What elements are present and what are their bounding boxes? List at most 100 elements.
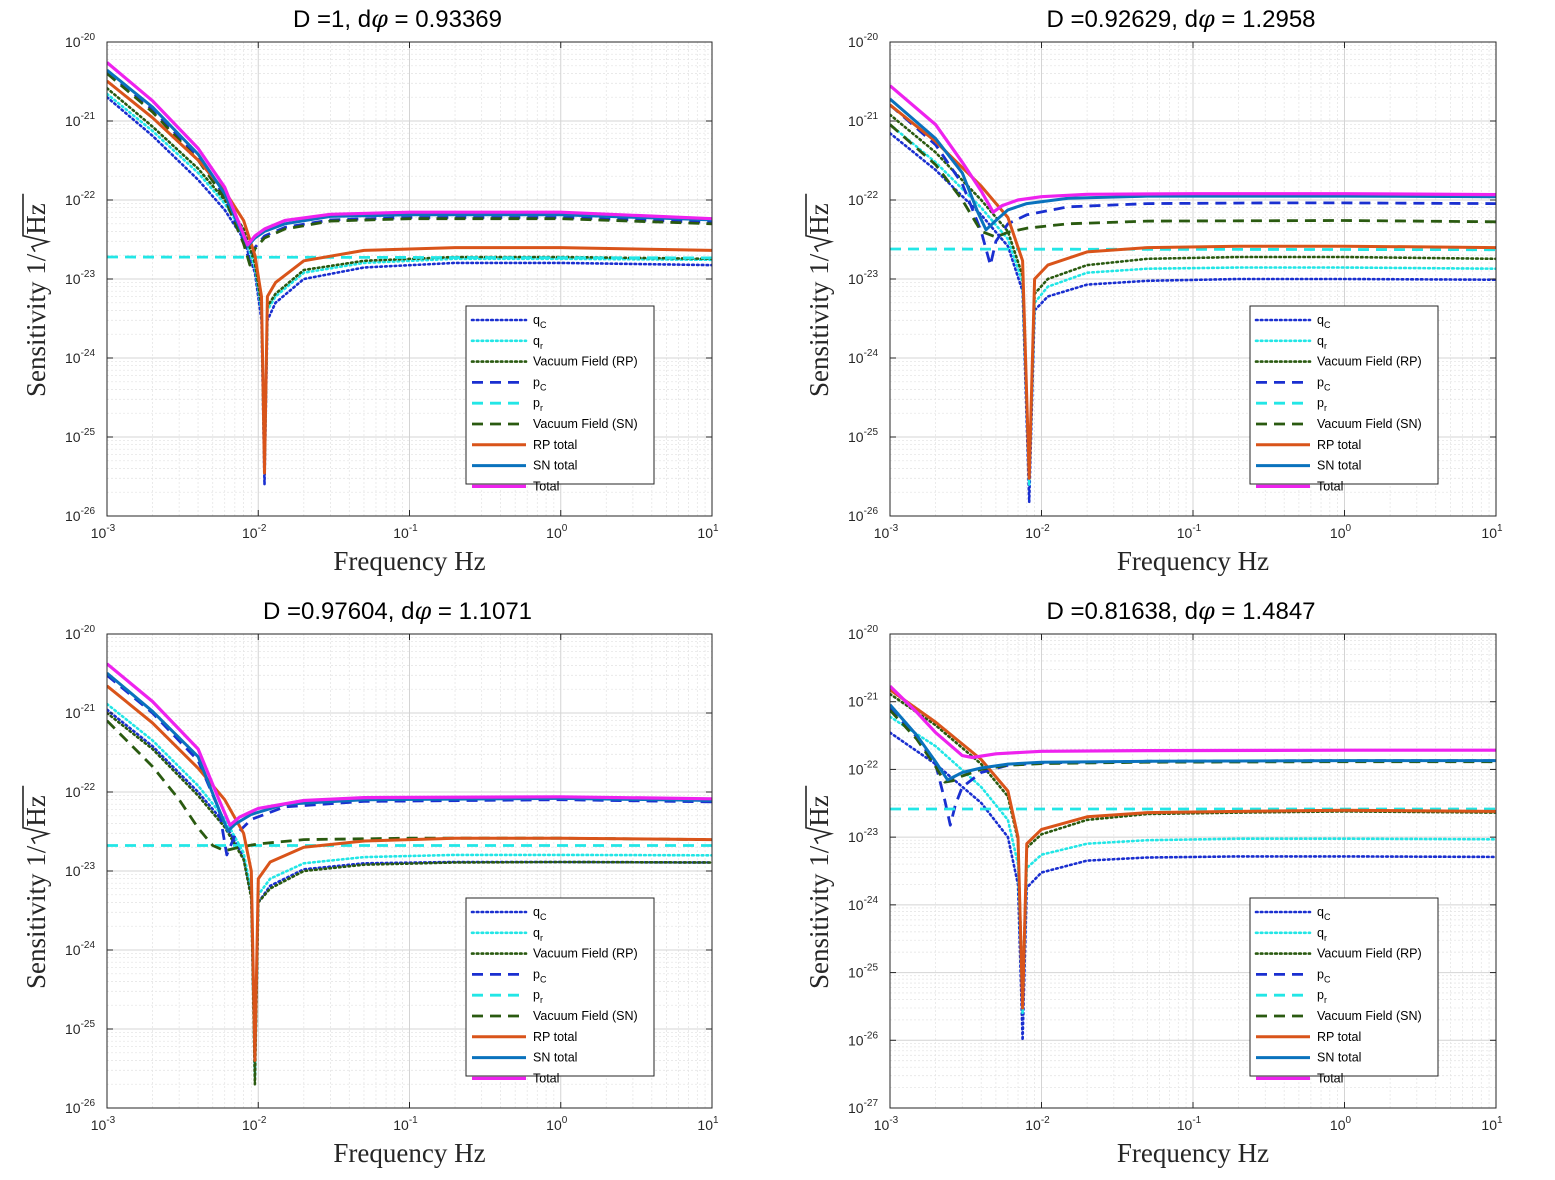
tick-exponent: -3 (106, 523, 115, 534)
legend-entry: SN total (1317, 459, 1361, 473)
sqrt-radical-icon (22, 193, 52, 253)
legend-label: SN total (533, 459, 577, 473)
chart-title: D =0.97604, dφ = 1.1071 (263, 597, 532, 625)
tick-base: 10 (546, 525, 562, 541)
tick-base: 10 (1330, 525, 1346, 541)
y-tick-label: 10-25 (848, 427, 878, 445)
legend-label: p (533, 396, 540, 410)
legend-entry: Vacuum Field (RP) (1317, 947, 1422, 961)
tick-base: 10 (65, 192, 81, 208)
y-tick-label: 10-26 (848, 1030, 878, 1048)
legend-entry: pr (533, 988, 543, 1005)
series-group (890, 684, 1496, 1042)
y-tick-label: 10-21 (848, 692, 878, 710)
x-tick-label: 10-1 (1177, 523, 1202, 541)
legend-entry: Vacuum Field (SN) (533, 1009, 638, 1023)
tick-base: 10 (393, 1117, 409, 1133)
tick-base: 10 (65, 350, 81, 366)
legend-label: Vacuum Field (RP) (533, 355, 638, 369)
tick-base: 10 (65, 784, 81, 800)
tick-exponent: -1 (1192, 1115, 1201, 1126)
x-tick-label: 100 (546, 1115, 568, 1133)
legend-entry: SN total (533, 1051, 577, 1065)
legend-entry: Vacuum Field (SN) (1317, 417, 1422, 431)
x-tick-label: 10-3 (874, 523, 899, 541)
tick-exponent: -3 (889, 1115, 898, 1126)
tick-exponent: -24 (864, 895, 879, 906)
tick-exponent: -26 (81, 1098, 96, 1109)
tick-exponent: 0 (1346, 1115, 1352, 1126)
legend-label-subscript: C (540, 320, 547, 330)
y-tick-label: 10-24 (65, 940, 95, 958)
legend-entry: RP total (1317, 1030, 1361, 1044)
chart-panel-2: 10-3 10-2 10-1 100 10110-2610-2510-2410-2310… (804, 5, 1503, 576)
legend-label: Total (533, 479, 559, 493)
tick-base: 10 (848, 694, 864, 710)
y-tick-label: 10-26 (848, 506, 878, 524)
series-line-1 (107, 95, 712, 486)
legend-label: p (533, 988, 540, 1002)
tick-base: 10 (848, 626, 864, 642)
tick-base: 10 (697, 1117, 713, 1133)
title-prefix: D =0.97604, d (263, 598, 414, 625)
legend-entry: Vacuum Field (RP) (533, 355, 638, 369)
title-suffix: = 1.4847 (1215, 598, 1316, 625)
tick-exponent: -24 (81, 348, 96, 359)
y-tick-label: 10-20 (65, 32, 95, 50)
tick-exponent: 1 (713, 523, 719, 534)
legend-label-subscript: r (1324, 341, 1327, 351)
tick-exponent: -22 (864, 759, 879, 770)
tick-base: 10 (848, 761, 864, 777)
tick-exponent: 0 (1346, 523, 1352, 534)
legend-entry: RP total (533, 438, 577, 452)
legend-label-subscript: C (1324, 974, 1331, 984)
tick-exponent: -20 (81, 624, 96, 635)
x-tick-label: 101 (1481, 523, 1503, 541)
y-tick-label: 10-27 (848, 1098, 878, 1116)
tick-base: 10 (393, 525, 409, 541)
legend-label-subscript: r (540, 933, 543, 943)
tick-base: 10 (65, 942, 81, 958)
y-tick-label: 10-21 (65, 111, 95, 129)
y-tick-label: 10-20 (65, 624, 95, 642)
series-group (107, 662, 712, 1086)
tick-base: 10 (65, 271, 81, 287)
legend-entry: Total (533, 1071, 559, 1085)
tick-exponent: -23 (864, 269, 879, 280)
x-axis-label: Frequency Hz (333, 546, 485, 576)
x-tick-label: 101 (1481, 1115, 1503, 1133)
y-tick-label: 10-24 (65, 348, 95, 366)
series-line-9 (107, 61, 712, 247)
y-axis-label-text: Sensitivity 1/ (804, 253, 834, 397)
legend-entry: SN total (1317, 1051, 1361, 1065)
series-line-7 (107, 684, 712, 1062)
tick-exponent: -20 (864, 32, 879, 43)
tick-exponent: -21 (864, 111, 879, 122)
legend-label: p (1317, 375, 1324, 389)
legend-entry: qr (533, 334, 543, 351)
y-tick-label: 10-26 (65, 506, 95, 524)
y-tick-label: 10-23 (848, 827, 878, 845)
y-axis-label: Sensitivity 1/Hz (21, 785, 52, 989)
tick-base: 10 (848, 113, 864, 129)
y-tick-label: 10-25 (65, 427, 95, 445)
title-suffix: = 1.1071 (431, 598, 532, 625)
y-tick-label: 10-26 (65, 1098, 95, 1116)
tick-base: 10 (1025, 525, 1041, 541)
y-tick-label: 10-25 (848, 963, 878, 981)
tick-exponent: 1 (1497, 523, 1503, 534)
y-axis-label-text: Sensitivity 1/ (21, 253, 51, 397)
tick-base: 10 (91, 1117, 107, 1133)
series-group (107, 61, 712, 486)
tick-exponent: -2 (1041, 1115, 1050, 1126)
x-axis-label: Frequency Hz (333, 1138, 485, 1168)
legend-label: SN total (1317, 1051, 1361, 1065)
legend-label: q (1317, 313, 1324, 327)
legend-label: p (1317, 396, 1324, 410)
tick-exponent: -20 (81, 32, 96, 43)
legend-entry: Vacuum Field (SN) (1317, 1009, 1422, 1023)
tick-base: 10 (848, 508, 864, 524)
x-tick-label: 10-2 (1025, 523, 1050, 541)
